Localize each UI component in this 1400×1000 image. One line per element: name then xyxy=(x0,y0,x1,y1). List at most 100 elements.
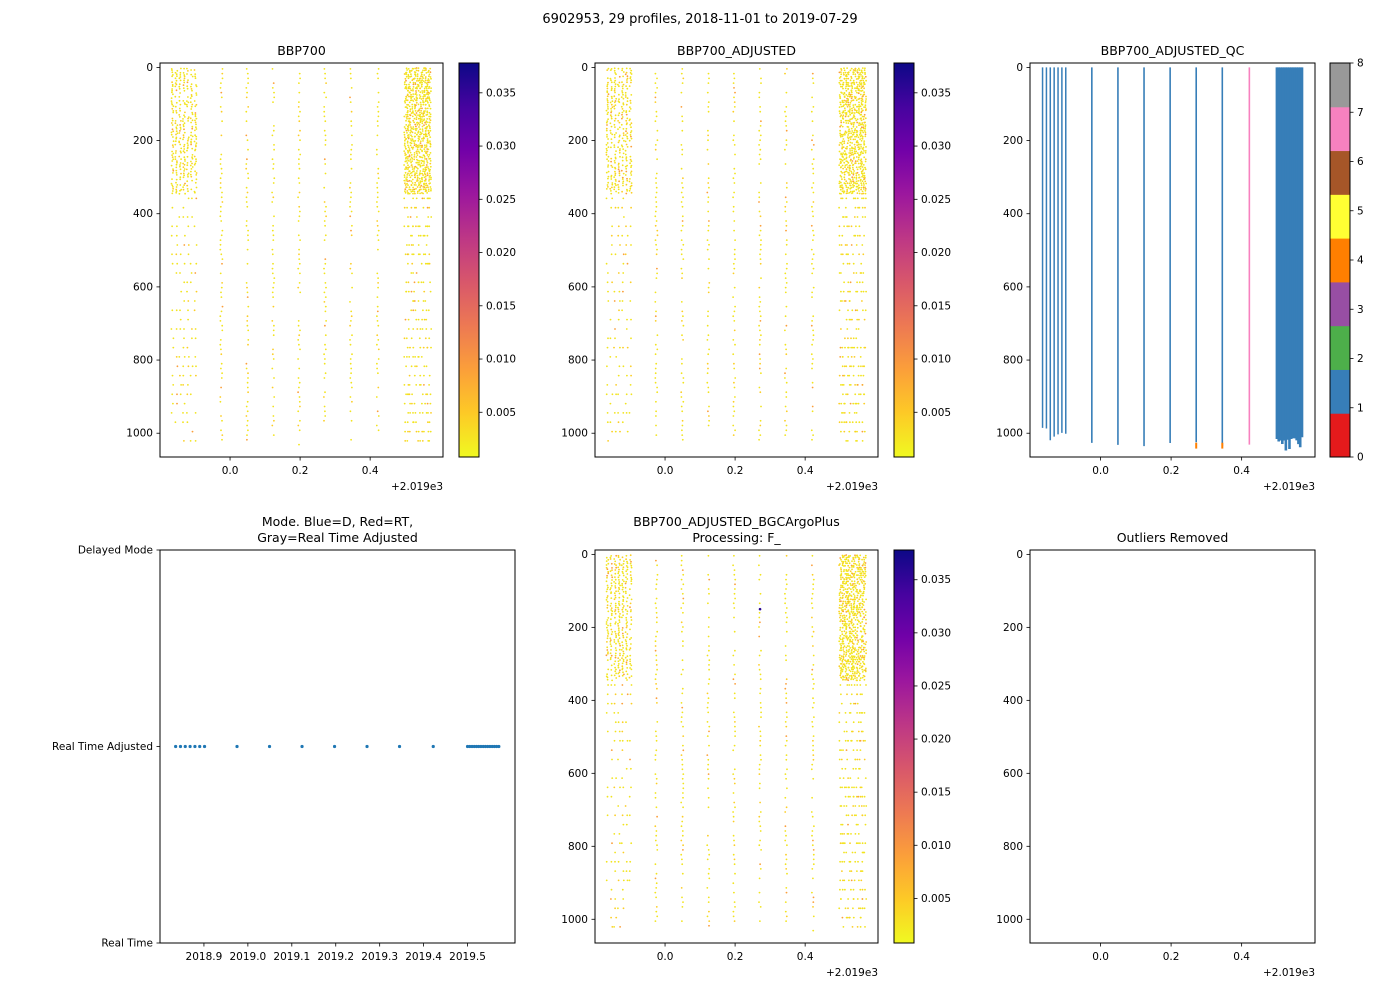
y-tick-label: 200 xyxy=(1003,622,1023,634)
y-tick-label: 600 xyxy=(568,768,588,780)
y-tick-label: 400 xyxy=(1003,208,1023,220)
y-tick-label: 200 xyxy=(133,135,153,147)
y-tick-label: 800 xyxy=(1003,355,1023,367)
x-tick-label: 2019.0 xyxy=(229,951,266,963)
x-tick-label: 0.0 xyxy=(657,951,674,963)
colorbar-tick-label: 0.005 xyxy=(921,893,951,905)
colorbar-tick-label: 0.010 xyxy=(921,840,951,852)
x-tick-label: 0.4 xyxy=(797,465,814,477)
y-tick-label: 400 xyxy=(568,208,588,220)
x-tick-label: 0.0 xyxy=(1092,951,1109,963)
plot-frame xyxy=(594,549,879,944)
axis-title: BBP700_ADJUSTED_BGCArgoPlus xyxy=(633,514,839,529)
y-tick-label: 0 xyxy=(146,62,153,74)
colorbar-tick-label: 0.025 xyxy=(921,680,951,692)
colorbar-tick-label: 5 xyxy=(1357,205,1364,217)
bbp700-scatter-points xyxy=(170,67,433,446)
x-tick-label: 0.4 xyxy=(797,951,814,963)
colorbar-frame xyxy=(458,62,480,458)
x-tick-label: 0.0 xyxy=(657,465,674,477)
y-tick-label: 1000 xyxy=(996,428,1023,440)
x-tick-label: 0.4 xyxy=(1233,951,1250,963)
colorbar-segment xyxy=(1330,413,1350,458)
y-tick-label: 200 xyxy=(568,622,588,634)
y-tick-label: 0 xyxy=(581,549,588,561)
colorbar-tick-label: 0.020 xyxy=(921,734,951,746)
bbp700_adjusted-subplot: BBP700_ADJUSTED 0.0 0.2 0.4 +2.019e3 0 200 400 6… xyxy=(561,43,951,493)
colorbar-gradient xyxy=(894,550,914,943)
colorbar-tick-label: 0.025 xyxy=(486,194,516,206)
colorbar-tick-label: 0.005 xyxy=(486,407,516,419)
y-tick-label: 1000 xyxy=(126,428,153,440)
x-tick-label: 0.2 xyxy=(1163,465,1180,477)
x-tick-label: 0.4 xyxy=(1233,465,1250,477)
mode-dots xyxy=(174,744,501,749)
axis-title: BBP700 xyxy=(277,43,326,58)
mode-subplot: Mode. Blue=D, Red=RT,Gray=Real Time Adju… xyxy=(52,514,516,963)
colorbar-tick-label: 7 xyxy=(1357,107,1364,119)
colorbar-tick-label: 0.010 xyxy=(486,354,516,366)
colorbar-tick-label: 4 xyxy=(1357,255,1364,267)
y-tick-label: Real Time xyxy=(101,938,153,950)
y-tick-label: 1000 xyxy=(561,428,588,440)
y-tick-label: 600 xyxy=(1003,768,1023,780)
colorbar-tick-label: 0.015 xyxy=(921,787,951,799)
colorbar-tick-label: 0 xyxy=(1357,452,1364,464)
colorbar-tick-label: 0.015 xyxy=(486,300,516,312)
bbp700_adjusted-scatter-points xyxy=(605,67,867,442)
colorbar-tick-label: 0.030 xyxy=(921,627,951,639)
x-tick-label: 0.4 xyxy=(362,465,379,477)
colorbar-tick-label: 0.015 xyxy=(921,300,951,312)
outliers-subplot: Outliers Removed 0.0 0.2 0.4 +2.019e3 0 200 400… xyxy=(996,530,1316,979)
colorbar-tick-label: 0.035 xyxy=(921,574,951,586)
plot-frame xyxy=(1029,62,1316,458)
colorbar-segment xyxy=(1330,369,1350,414)
colorbar-gradient xyxy=(894,63,914,457)
colorbar-tick-label: 0.035 xyxy=(486,87,516,99)
y-tick-label: 400 xyxy=(1003,695,1023,707)
axis-title: BBP700_ADJUSTED xyxy=(677,43,796,58)
colorbar-tick-label: 0.025 xyxy=(921,194,951,206)
colorbar-segment xyxy=(1330,325,1350,370)
colorbar-frame xyxy=(893,62,915,458)
x-tick-label: 2019.3 xyxy=(361,951,398,963)
x-tick-label: 0.2 xyxy=(292,465,309,477)
plot-frame xyxy=(594,62,879,458)
bgc-scatter-points xyxy=(605,554,868,932)
colorbar-tick-label: 0.030 xyxy=(486,141,516,153)
y-tick-label: 400 xyxy=(133,208,153,220)
y-tick-label: 0 xyxy=(1016,549,1023,561)
qc-profile-lines xyxy=(1041,67,1304,451)
colorbar-gradient xyxy=(459,63,479,457)
colorbar-segment xyxy=(1330,106,1350,152)
bbp700-subplot: BBP700 0.0 0.2 0.4 +2.019e3 0 200 400 600 800 1000… xyxy=(126,43,516,493)
x-tick-label: 2019.5 xyxy=(449,951,486,963)
axis-title: Gray=Real Time Adjusted xyxy=(257,530,418,545)
colorbar-frame xyxy=(893,549,915,944)
x-tick-label: 0.2 xyxy=(727,465,744,477)
colorbar-tick-label: 0.010 xyxy=(921,354,951,366)
colorbar-tick-label: 0.020 xyxy=(486,247,516,259)
colorbar-tick-label: 2 xyxy=(1357,353,1364,365)
y-tick-label: Delayed Mode xyxy=(78,545,153,557)
y-tick-label: 600 xyxy=(568,281,588,293)
x-offset-text: +2.019e3 xyxy=(826,481,878,493)
colorbar-tick-label: 0.020 xyxy=(921,247,951,259)
y-tick-label: 800 xyxy=(1003,841,1023,853)
x-offset-text: +2.019e3 xyxy=(391,481,443,493)
plot-frame xyxy=(159,62,444,458)
x-tick-label: 2019.4 xyxy=(405,951,442,963)
colorbar-segment xyxy=(1330,238,1350,283)
colorbar-tick-label: 0.030 xyxy=(921,141,951,153)
x-tick-label: 0.0 xyxy=(1092,465,1109,477)
x-tick-label: 0.2 xyxy=(727,951,744,963)
colorbar-tick-label: 0.005 xyxy=(921,407,951,419)
y-tick-label: 0 xyxy=(581,62,588,74)
axis-title: BBP700_ADJUSTED_QC xyxy=(1101,43,1245,58)
colorbar-tick-label: 3 xyxy=(1357,304,1364,316)
x-tick-label: 2018.9 xyxy=(186,951,223,963)
y-tick-label: 0 xyxy=(1016,62,1023,74)
